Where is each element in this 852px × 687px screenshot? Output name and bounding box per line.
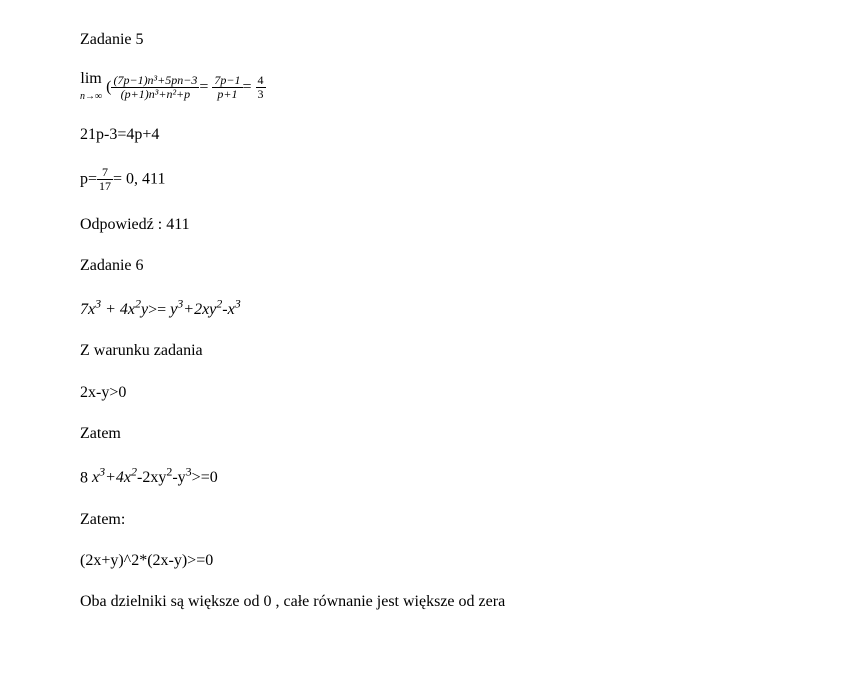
task6-title: Zadanie 6 [80,256,852,275]
expr2-post: -2xy2-y3>=0 [137,469,218,486]
expr2-pre: 8 [80,469,92,486]
task6-zatem2: Zatem: [80,510,852,529]
task6-cond-label: Z warunku zadania [80,341,852,360]
p-prefix: p= [80,171,97,188]
rhs-denominator: 3 [256,88,266,101]
ineq1-lhs: 7x3 + 4x2y [80,301,148,318]
task5-answer: Odpowiedź : 411 [80,215,852,234]
task5-p-solution: p= 7 17 = 0, 411 [80,166,852,192]
main-fraction: (7p−1)n³+5pn−3 (p+1)n³+n²+p [111,74,199,100]
document-page: Zadanie 5 lim n→∞ ( (7p−1)n³+5pn−3 (p+1)… [0,0,852,611]
rhs-fraction: 4 3 [256,74,266,100]
ineq1-rhs: y3+2xy2-x3 [166,301,241,318]
task6-cond-expr: 2x-y>0 [80,383,852,402]
limit-symbol: lim n→∞ [80,71,102,103]
main-denominator: (p+1)n³+n²+p [111,88,199,101]
task5-limit-expression: lim n→∞ ( (7p−1)n³+5pn−3 (p+1)n³+n²+p = … [80,71,852,103]
expr2-math: x3+4x2 [92,469,137,486]
task6-expr2: 8 x3+4x2-2xy2-y3>=0 [80,465,852,488]
limit-label: lim [80,70,101,87]
rhs-numerator: 4 [256,74,266,88]
p-fraction: 7 17 [97,166,113,192]
limit-subscript: n→∞ [80,91,102,102]
equals-1: = [199,79,208,96]
mid-numerator: 7p−1 [212,74,242,88]
p-frac-den: 17 [97,180,113,193]
mid-denominator: p+1 [212,88,242,101]
p-suffix: = 0, 411 [113,171,165,188]
equals-2: = [243,79,252,96]
ineq1-mid: >= [148,301,166,318]
task5-title: Zadanie 5 [80,30,852,49]
mid-fraction: 7p−1 p+1 [212,74,242,100]
main-numerator: (7p−1)n³+5pn−3 [111,74,199,88]
task5-linear-eq: 21p-3=4p+4 [80,125,852,144]
task6-zatem1: Zatem [80,424,852,443]
task6-ineq1: 7x3 + 4x2y>= y3+2xy2-x3 [80,297,852,320]
task6-conclusion: Oba dzielniki są większe od 0 , całe rów… [80,592,852,611]
task6-expr3: (2x+y)^2*(2x-y)>=0 [80,551,852,570]
p-frac-num: 7 [97,166,113,180]
